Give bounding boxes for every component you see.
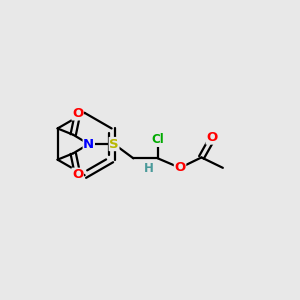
Text: Cl: Cl: [152, 134, 164, 146]
Text: O: O: [206, 131, 218, 144]
Text: O: O: [72, 107, 83, 120]
Text: H: H: [144, 162, 154, 175]
Text: S: S: [109, 138, 119, 151]
Text: O: O: [72, 168, 83, 181]
Text: O: O: [174, 161, 186, 174]
Text: N: N: [83, 138, 94, 151]
